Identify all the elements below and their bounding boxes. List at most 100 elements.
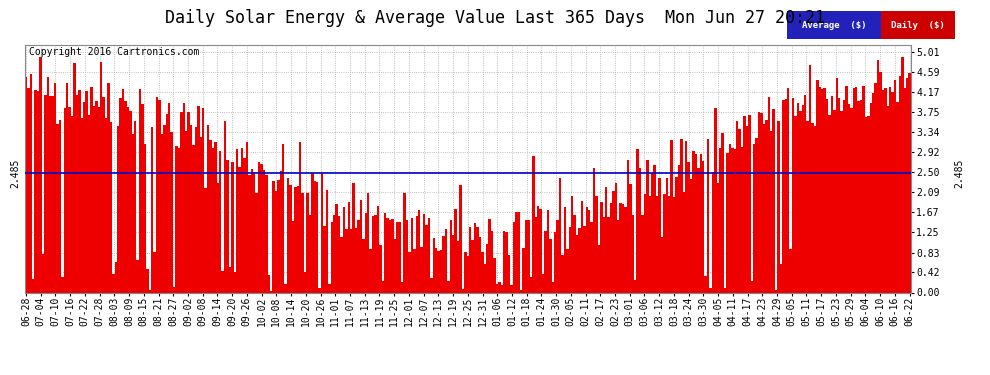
Bar xyxy=(668,196,670,292)
Bar xyxy=(37,90,40,292)
Bar xyxy=(379,245,381,292)
Bar xyxy=(187,112,190,292)
Bar xyxy=(61,277,63,292)
Bar xyxy=(488,219,491,292)
Bar xyxy=(816,80,819,292)
Bar xyxy=(257,162,260,292)
Bar xyxy=(324,226,326,292)
Bar xyxy=(568,226,571,292)
Bar xyxy=(173,288,175,292)
Bar xyxy=(175,146,177,292)
Bar xyxy=(889,87,891,292)
Bar xyxy=(275,191,277,292)
Bar xyxy=(904,88,906,292)
Bar xyxy=(456,241,459,292)
Bar xyxy=(748,115,750,292)
Bar xyxy=(362,239,364,292)
Bar xyxy=(857,101,860,292)
Bar xyxy=(372,216,374,292)
Bar xyxy=(148,290,151,292)
Bar xyxy=(207,125,209,292)
Bar xyxy=(700,154,702,292)
Bar xyxy=(316,182,319,292)
Bar xyxy=(506,232,508,292)
Text: Daily Solar Energy & Average Value Last 365 Days  Mon Jun 27 20:21: Daily Solar Energy & Average Value Last … xyxy=(165,9,825,27)
Bar xyxy=(867,116,869,292)
Bar xyxy=(354,228,357,292)
Bar xyxy=(675,177,678,292)
Bar xyxy=(471,240,474,292)
Bar xyxy=(709,288,712,292)
Bar xyxy=(66,83,68,292)
Bar xyxy=(794,116,797,292)
Bar xyxy=(331,222,333,292)
Bar xyxy=(841,111,842,292)
Bar xyxy=(831,96,834,292)
Bar xyxy=(404,194,406,292)
Bar xyxy=(160,134,163,292)
Bar xyxy=(231,162,234,292)
Bar xyxy=(284,284,287,292)
Bar xyxy=(42,254,45,292)
Bar xyxy=(578,228,581,292)
Bar xyxy=(80,118,83,292)
Bar xyxy=(426,225,428,292)
Bar xyxy=(789,249,792,292)
Bar xyxy=(204,188,207,292)
Bar xyxy=(607,217,610,292)
Bar xyxy=(479,237,481,292)
Bar xyxy=(51,96,53,292)
Bar xyxy=(660,237,663,292)
Bar xyxy=(239,167,241,292)
Bar xyxy=(896,102,899,292)
Bar xyxy=(222,271,224,292)
Bar xyxy=(377,206,379,292)
Bar xyxy=(724,288,727,292)
Bar xyxy=(406,220,408,292)
Bar xyxy=(542,274,545,292)
Bar xyxy=(590,222,593,292)
Bar xyxy=(772,109,775,292)
Bar xyxy=(498,282,501,292)
Bar xyxy=(364,213,367,292)
Bar xyxy=(705,276,707,292)
Bar xyxy=(556,220,558,292)
Bar xyxy=(147,269,148,292)
Bar xyxy=(566,249,568,292)
Bar xyxy=(287,177,289,292)
Bar xyxy=(758,112,760,292)
Bar xyxy=(102,97,105,292)
Bar xyxy=(476,227,479,292)
Bar xyxy=(83,102,85,292)
Bar xyxy=(845,86,847,292)
Bar xyxy=(678,165,680,292)
Bar xyxy=(617,220,620,292)
Bar xyxy=(117,126,120,292)
Text: Copyright 2016 Cartronics.com: Copyright 2016 Cartronics.com xyxy=(29,48,200,57)
Bar xyxy=(302,193,304,292)
Bar xyxy=(576,236,578,292)
Bar xyxy=(100,62,102,292)
Bar xyxy=(352,183,354,292)
Bar xyxy=(593,168,595,292)
Bar xyxy=(802,105,804,292)
Bar xyxy=(27,88,30,292)
Bar xyxy=(107,83,110,292)
Bar xyxy=(775,290,777,292)
Bar xyxy=(819,87,821,292)
Bar xyxy=(719,148,722,292)
Bar xyxy=(212,148,214,292)
Bar xyxy=(695,154,697,292)
Bar xyxy=(510,285,513,292)
Bar xyxy=(639,168,642,292)
Bar xyxy=(428,218,430,292)
Bar xyxy=(168,103,170,292)
Bar xyxy=(289,185,292,292)
Bar xyxy=(244,158,246,292)
Bar xyxy=(85,91,88,292)
Bar xyxy=(503,231,506,292)
Bar xyxy=(343,207,346,292)
Bar xyxy=(423,214,426,292)
Bar xyxy=(73,63,75,292)
Bar xyxy=(95,100,98,292)
